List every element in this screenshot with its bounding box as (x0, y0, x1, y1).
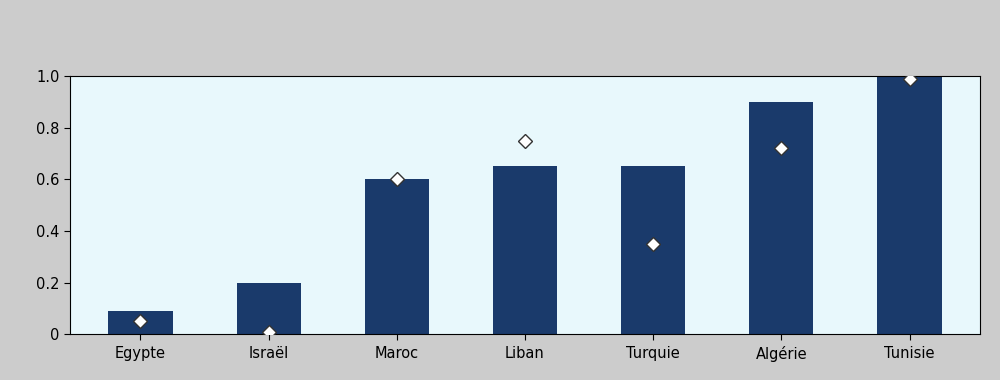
Bar (621, 166, 685, 334)
Bar (237, 283, 301, 334)
Bar (877, 76, 942, 334)
Bar (749, 102, 813, 334)
Bar (365, 179, 429, 334)
Bar (493, 166, 557, 334)
Bar (108, 311, 173, 334)
